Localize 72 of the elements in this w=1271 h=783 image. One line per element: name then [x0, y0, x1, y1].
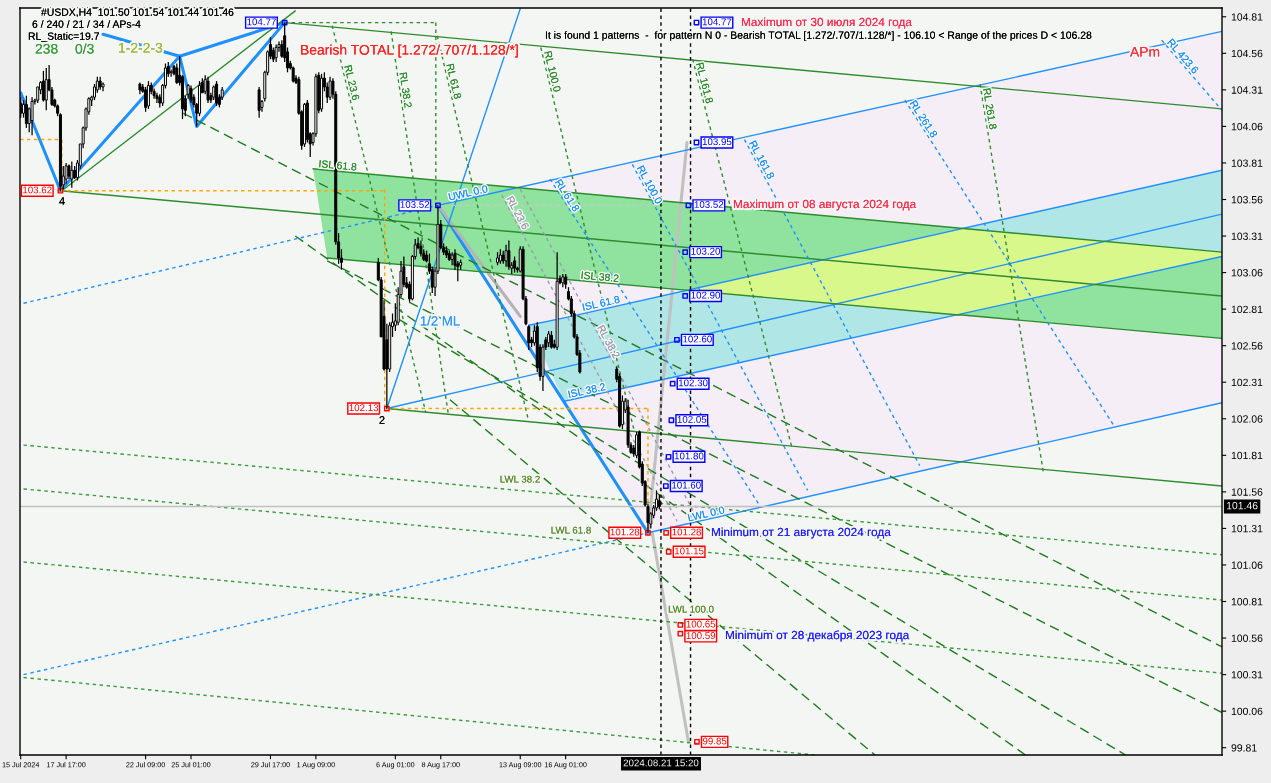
annotation: LWL 61.8 — [551, 526, 591, 534]
data-label: 102.05 — [677, 415, 707, 423]
annotation: LWL 38.2 — [500, 475, 540, 483]
text: LWL 0.0 — [687, 506, 725, 522]
data-label: 102.13 — [349, 404, 379, 412]
data-label: 103.52 — [694, 201, 724, 208]
y-tick-label: 104.31 — [1231, 86, 1263, 94]
data-label: 102.60 — [683, 335, 712, 343]
data-label: 104.77 — [702, 18, 732, 26]
annotation: 4 — [59, 197, 65, 205]
data-label: 101.80 — [674, 452, 704, 460]
annotation: Minimum от 28 декабря 2023 года — [725, 630, 910, 642]
text: RL 161.8 — [696, 62, 714, 104]
y-tick-label: 101.81 — [1231, 451, 1263, 460]
text: ISL 61.8 — [582, 295, 620, 311]
data-label: 100.65 — [686, 620, 716, 628]
text: RL 23.6 — [506, 195, 530, 230]
y-tick-label: 104.06 — [1231, 122, 1263, 131]
annotation: 6 / 240 / 21 / 34 / APs-4 — [32, 20, 141, 28]
text: RL 23.6 — [344, 64, 360, 101]
y-tick-label: 102.81 — [1231, 305, 1263, 314]
data-label: 101.28 — [610, 528, 640, 536]
data-label: 101.28 — [672, 528, 701, 536]
y-tick-label: 100.06 — [1231, 707, 1263, 716]
annotation: Maximum от 08 августа 2024 года — [733, 199, 917, 211]
y-tick-label: 101.06 — [1231, 561, 1263, 569]
text: ISL 61.8 — [319, 159, 357, 171]
annotation: 2 — [379, 416, 385, 424]
text: RL 38.2 — [597, 324, 621, 359]
y-tick-label: 104.81 — [1231, 13, 1263, 21]
annotation: APm — [1129, 47, 1160, 57]
y-tick-label: 102.56 — [1231, 342, 1263, 350]
text: RL 261.8 — [983, 88, 997, 130]
ref-line-label: 2024.08.21 15:20 — [623, 759, 699, 767]
y-tick-label: 103.56 — [1231, 196, 1263, 204]
annotation: Minimum от 21 августа 2024 года — [711, 527, 891, 539]
y-tick-label: 102.06 — [1231, 415, 1263, 423]
text: RL 38.2 — [399, 72, 412, 108]
data-label: 103.52 — [400, 201, 430, 208]
y-tick-label: 104.56 — [1231, 49, 1263, 58]
data-label: 101.15 — [674, 547, 704, 555]
text: ISL 38.2 — [581, 271, 619, 283]
annotation: 238 — [35, 43, 58, 54]
y-tick-label: 99.81 — [1231, 744, 1257, 752]
y-tick-label: 100.31 — [1231, 671, 1263, 679]
data-label: 102.90 — [691, 291, 721, 299]
y-tick-label: 101.31 — [1231, 524, 1263, 533]
annotation: 1/2 ML — [420, 315, 460, 326]
y-tick-label: 100.56 — [1231, 634, 1263, 642]
y-tick-label: 100.81 — [1231, 598, 1263, 606]
annotation: RL_Static=19.7 — [28, 32, 99, 42]
data-label: 100.59 — [686, 632, 716, 640]
data-label: 102.30 — [678, 379, 708, 387]
ref-line-label: 101.46 — [1226, 501, 1258, 510]
annotation: 0/3 — [75, 43, 94, 54]
data-label: 103.62 — [23, 186, 52, 194]
text: UWL 0.0 — [448, 184, 488, 201]
data-label: 99.85 — [702, 737, 727, 745]
data-label: 104.77 — [247, 18, 276, 26]
data-label: 101.60 — [672, 481, 701, 489]
annotation: It is found 1 patterns - for pattern N 0 - Bearish TOTAL [1.272/.707/1.128/*] - 106.10 < Range of the prices D < 106.28 — [545, 31, 1092, 41]
y-tick-label: 103.31 — [1231, 232, 1263, 240]
text: RL 61.8 — [446, 63, 462, 100]
data-label: 103.95 — [702, 138, 732, 146]
y-tick-label: 101.56 — [1231, 488, 1263, 496]
y-tick-label: 102.31 — [1231, 378, 1263, 387]
text: RL 100.0 — [544, 50, 561, 93]
data-label: 103.20 — [691, 247, 721, 255]
text: ISL 38.2 — [568, 382, 606, 398]
y-tick-label: 103.81 — [1231, 159, 1263, 167]
y-tick-label: 103.06 — [1231, 269, 1263, 277]
annotation: Maximum от 30 июля 2024 года — [741, 17, 912, 29]
